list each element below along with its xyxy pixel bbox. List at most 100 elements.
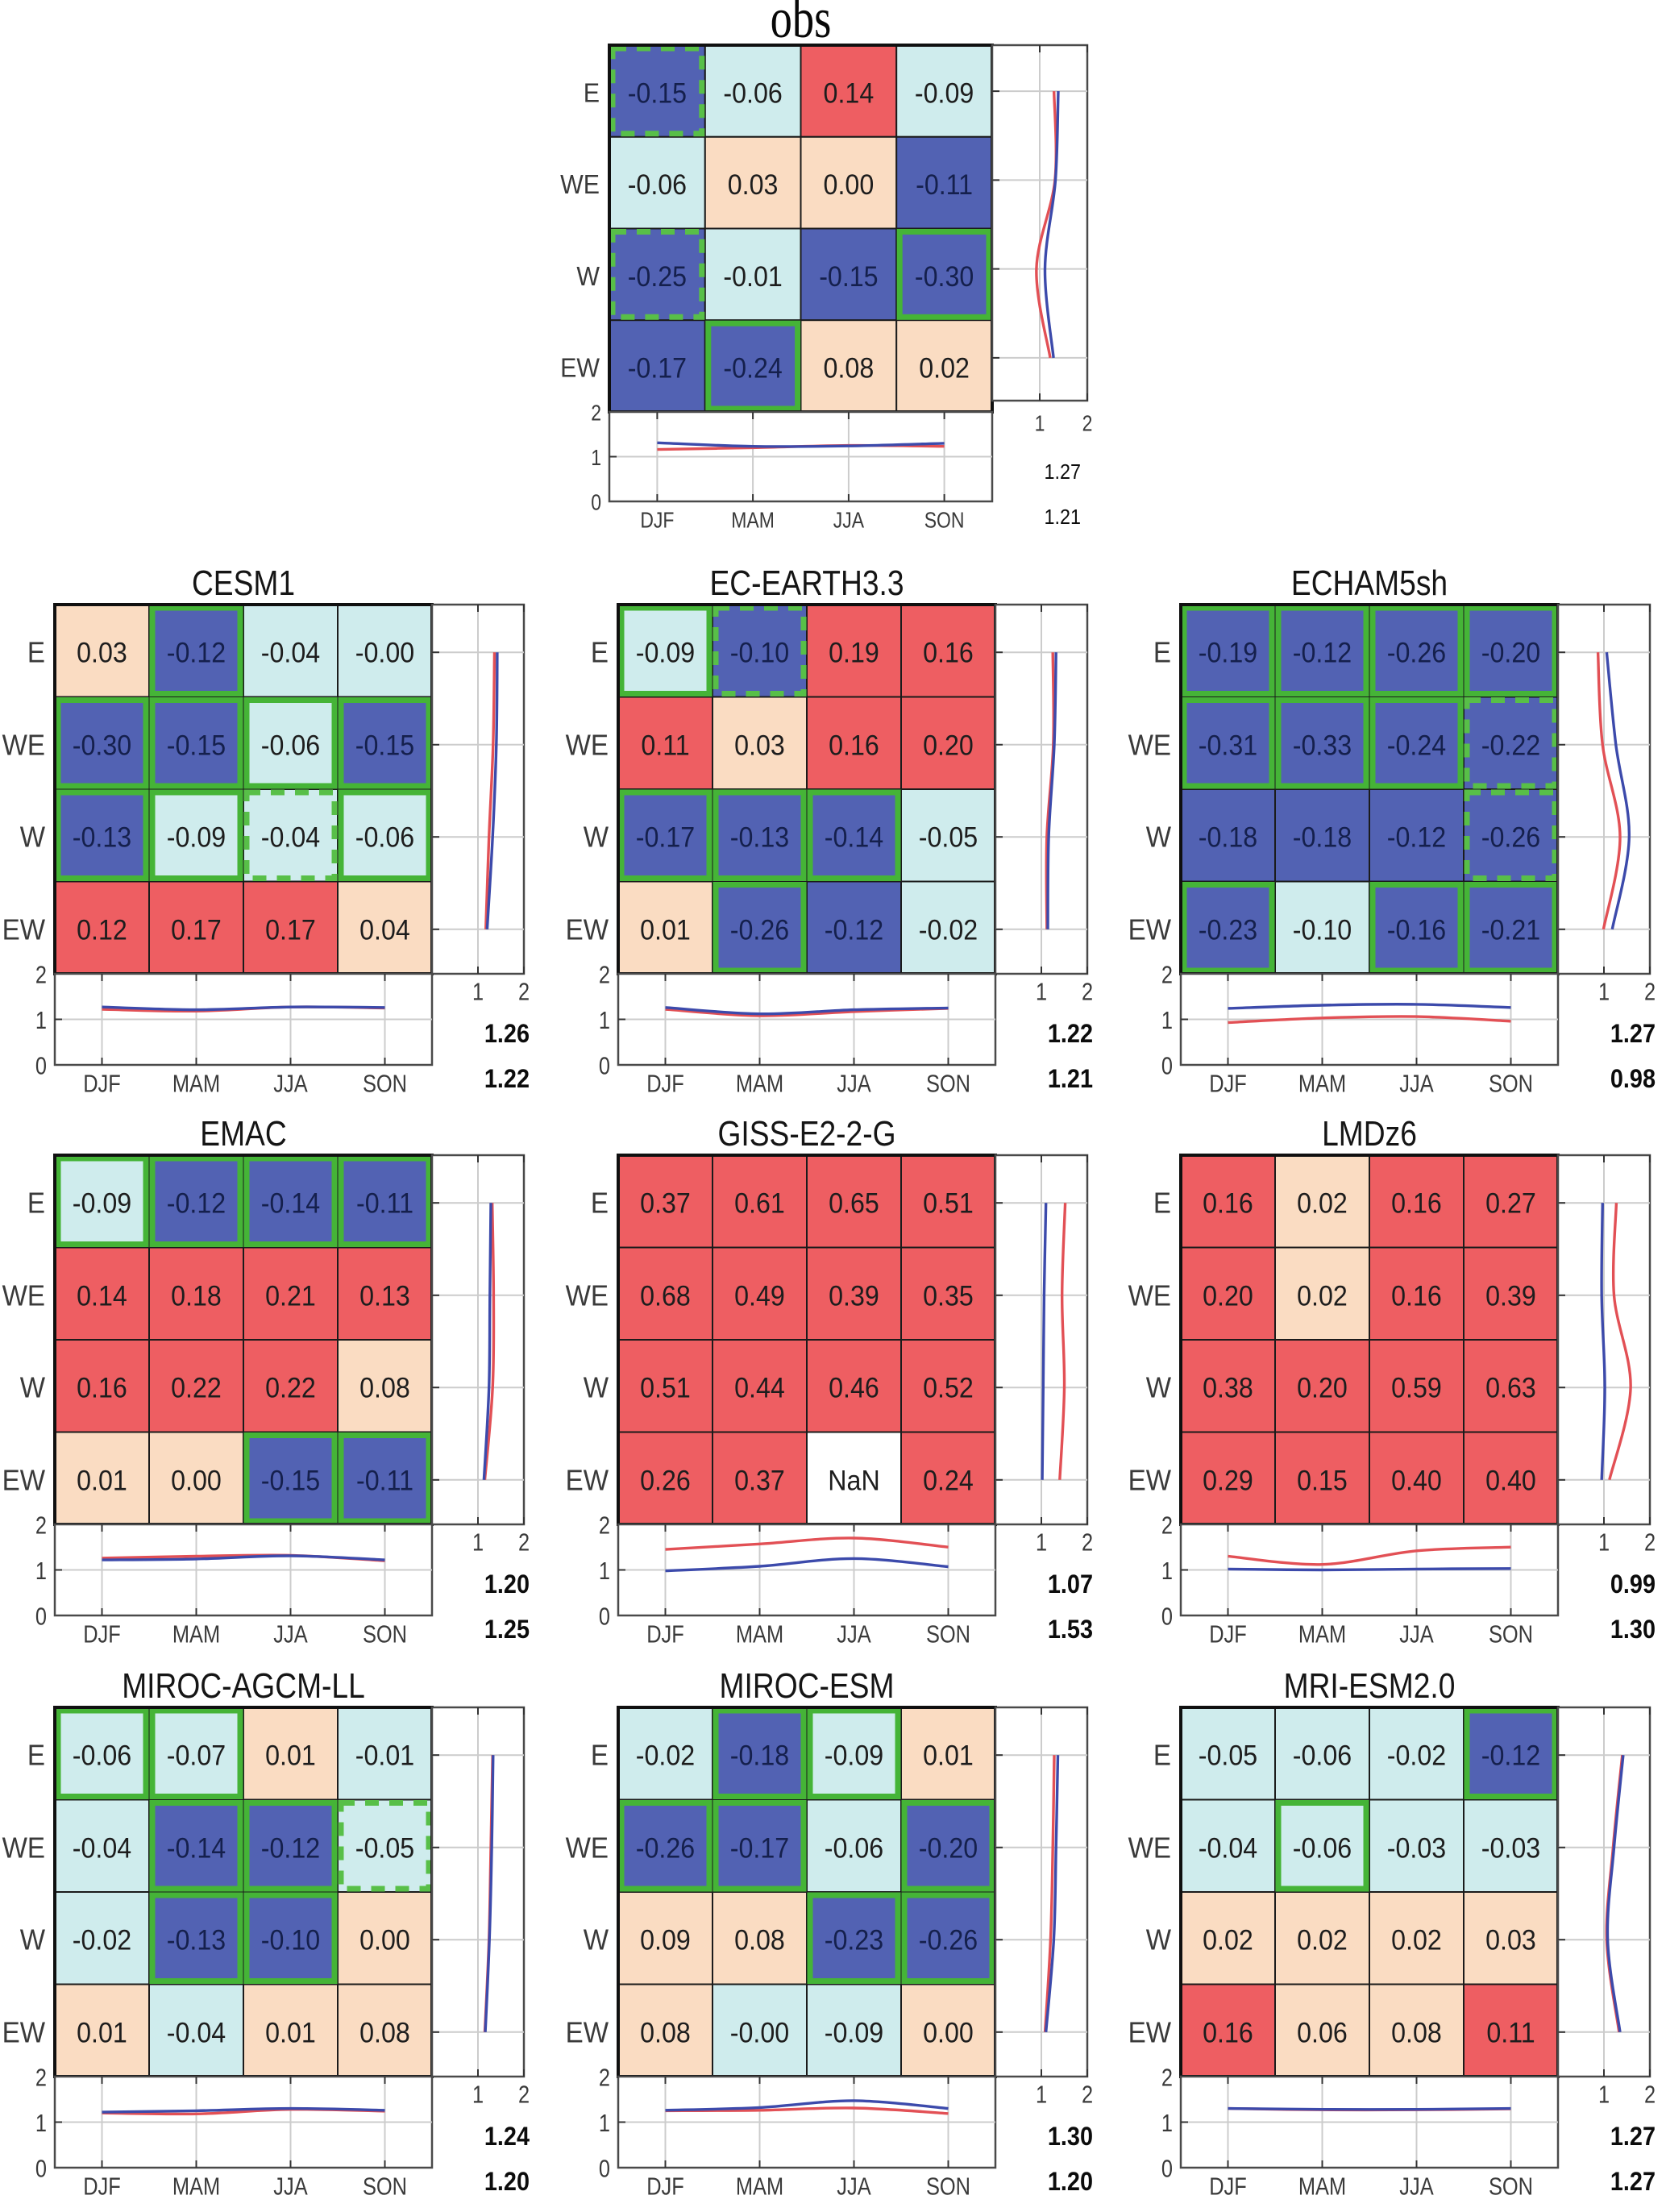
svg-text:0.02: 0.02 (919, 353, 970, 385)
svg-text:2: 2 (35, 1511, 47, 1540)
svg-text:-0.14: -0.14 (167, 1832, 226, 1864)
svg-text:0.26: 0.26 (640, 1465, 691, 1496)
svg-text:ECHAM5sh: ECHAM5sh (1291, 563, 1448, 603)
svg-text:0.06: 0.06 (1297, 2017, 1348, 2048)
svg-text:0.16: 0.16 (1203, 1188, 1253, 1220)
svg-text:W: W (1146, 1371, 1171, 1404)
svg-text:0.51: 0.51 (640, 1373, 691, 1404)
svg-text:-0.23: -0.23 (1199, 914, 1257, 946)
svg-text:0.16: 0.16 (1391, 1280, 1442, 1312)
svg-text:1.27: 1.27 (1610, 1019, 1656, 1048)
svg-text:1.20: 1.20 (1048, 2167, 1093, 2196)
svg-text:0.27: 0.27 (1485, 1188, 1536, 1220)
svg-text:E: E (591, 636, 609, 669)
svg-text:-0.07: -0.07 (167, 1740, 226, 1772)
svg-text:-0.02: -0.02 (1387, 1740, 1446, 1772)
svg-text:1: 1 (1161, 2109, 1173, 2137)
svg-text:EMAC: EMAC (200, 1114, 286, 1154)
svg-text:0.16: 0.16 (77, 1373, 127, 1404)
svg-text:-0.06: -0.06 (73, 1740, 131, 1772)
svg-text:0.16: 0.16 (1203, 2017, 1253, 2048)
svg-text:-0.15: -0.15 (355, 730, 414, 761)
svg-text:EW: EW (566, 913, 609, 946)
svg-text:1.24: 1.24 (484, 2122, 530, 2151)
svg-text:-0.12: -0.12 (1387, 822, 1446, 854)
svg-text:0.14: 0.14 (824, 77, 875, 109)
svg-text:0.22: 0.22 (171, 1373, 222, 1404)
svg-text:MAM: MAM (736, 2172, 783, 2201)
svg-text:SON: SON (363, 1620, 407, 1649)
svg-text:EW: EW (566, 2015, 609, 2048)
svg-text:-0.01: -0.01 (723, 261, 782, 293)
svg-text:0.13: 0.13 (359, 1280, 410, 1312)
svg-text:1: 1 (1035, 411, 1045, 436)
svg-text:0.39: 0.39 (1485, 1280, 1536, 1312)
svg-text:1.27: 1.27 (1610, 2122, 1656, 2151)
svg-text:-0.09: -0.09 (73, 1188, 131, 1220)
svg-text:0.29: 0.29 (1203, 1465, 1253, 1496)
svg-text:-0.18: -0.18 (1293, 822, 1352, 854)
svg-text:0.16: 0.16 (1391, 1188, 1442, 1220)
svg-text:-0.16: -0.16 (1387, 914, 1446, 946)
svg-text:1: 1 (1161, 1006, 1173, 1034)
svg-text:-0.26: -0.26 (730, 914, 789, 946)
svg-text:0.51: 0.51 (923, 1188, 974, 1220)
svg-text:JJA: JJA (1399, 1620, 1434, 1649)
svg-text:SON: SON (363, 1070, 407, 1098)
svg-text:0.61: 0.61 (734, 1188, 785, 1220)
svg-text:JJA: JJA (837, 1070, 871, 1098)
svg-text:W: W (584, 821, 609, 854)
svg-text:DJF: DJF (640, 508, 674, 533)
svg-text:GISS-E2-2-G: GISS-E2-2-G (718, 1114, 896, 1154)
svg-text:2: 2 (1161, 1511, 1173, 1540)
svg-text:0.63: 0.63 (1485, 1373, 1536, 1404)
svg-text:0.08: 0.08 (640, 2017, 691, 2048)
svg-text:-0.12: -0.12 (1481, 1740, 1540, 1772)
svg-text:-0.18: -0.18 (1199, 822, 1257, 854)
svg-text:E: E (591, 1187, 609, 1220)
svg-text:SON: SON (926, 1620, 970, 1649)
svg-text:1: 1 (1036, 1528, 1047, 1557)
svg-text:1: 1 (599, 1557, 610, 1585)
svg-text:DJF: DJF (83, 1070, 121, 1098)
svg-text:E: E (1153, 1187, 1171, 1220)
svg-text:1.20: 1.20 (484, 1570, 530, 1599)
svg-text:1: 1 (35, 1557, 47, 1585)
svg-text:-0.04: -0.04 (261, 638, 320, 669)
svg-text:1.53: 1.53 (1048, 1615, 1093, 1644)
svg-text:0.02: 0.02 (1297, 1188, 1348, 1220)
svg-text:DJF: DJF (646, 1070, 684, 1098)
svg-text:0.02: 0.02 (1297, 1280, 1348, 1312)
svg-text:0.22: 0.22 (265, 1373, 316, 1404)
svg-text:0.17: 0.17 (171, 914, 222, 946)
svg-text:0: 0 (35, 2155, 47, 2183)
svg-text:1: 1 (1598, 2081, 1610, 2109)
svg-text:2: 2 (1082, 411, 1093, 436)
svg-text:2: 2 (35, 2064, 47, 2092)
svg-text:0.02: 0.02 (1203, 1925, 1253, 1956)
svg-text:-0.12: -0.12 (261, 1832, 320, 1864)
svg-text:1.27: 1.27 (1045, 459, 1082, 484)
svg-text:-0.30: -0.30 (915, 261, 974, 293)
svg-text:0.38: 0.38 (1203, 1373, 1253, 1404)
svg-text:SON: SON (1489, 1620, 1533, 1649)
svg-text:EW: EW (2, 1463, 45, 1496)
svg-text:-0.10: -0.10 (261, 1925, 320, 1956)
svg-text:-0.21: -0.21 (1481, 914, 1540, 946)
svg-text:0.52: 0.52 (923, 1373, 974, 1404)
svg-text:CESM1: CESM1 (192, 563, 295, 603)
svg-text:0: 0 (591, 490, 601, 515)
svg-text:2: 2 (518, 978, 530, 1006)
svg-text:JJA: JJA (1399, 1070, 1434, 1098)
svg-text:1: 1 (472, 1528, 484, 1557)
svg-text:-0.24: -0.24 (1387, 730, 1446, 761)
svg-text:1.30: 1.30 (1048, 2122, 1093, 2151)
svg-text:SON: SON (1489, 2172, 1533, 2201)
svg-text:SON: SON (926, 2172, 970, 2201)
svg-text:0.37: 0.37 (640, 1188, 691, 1220)
svg-text:DJF: DJF (1209, 2172, 1247, 2201)
svg-text:2: 2 (1082, 2081, 1093, 2109)
svg-text:MAM: MAM (736, 1620, 783, 1649)
svg-text:-0.17: -0.17 (636, 822, 695, 854)
svg-text:-0.13: -0.13 (73, 822, 131, 854)
